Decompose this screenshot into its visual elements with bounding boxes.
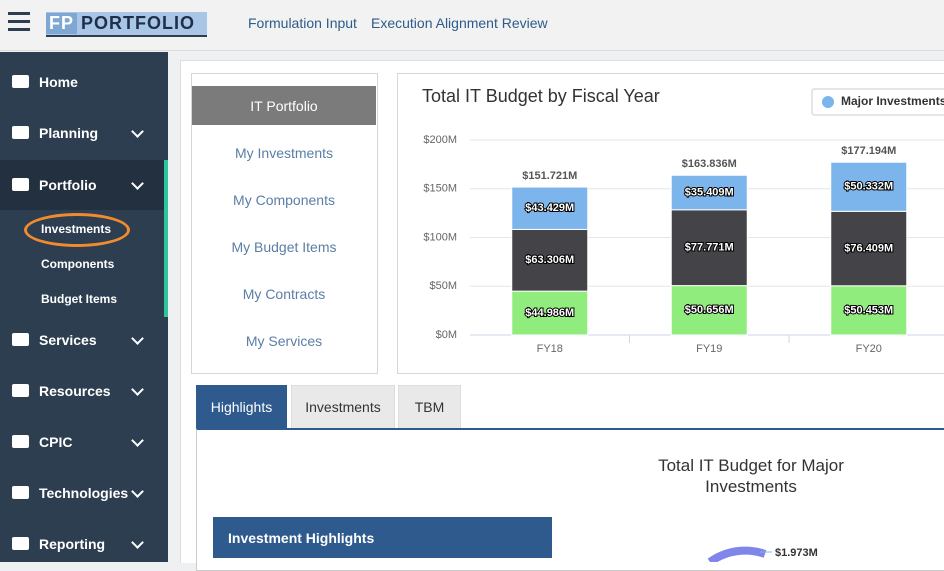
logo[interactable]: FP PORTFOLIO [46,12,207,37]
menu-label: Planning [39,125,99,141]
portfolio-link[interactable]: My Components [233,192,335,208]
menu-label: Portfolio [39,177,97,193]
menu-item[interactable]: Services [0,315,168,365]
submenu-item[interactable]: Budget Items [41,292,118,306]
bar-segment [511,228,589,292]
y-tick-label: $50M [429,280,457,292]
legend-label: Major Investments [841,94,944,108]
bar-segment [511,290,589,336]
menu-label: Services [39,332,97,348]
bar-label: $35.409M [685,186,734,198]
header: FP PORTFOLIO Formulation Input Execution… [0,0,944,51]
bar-segment [830,210,908,287]
portfolio-link[interactable]: My Contracts [242,286,326,302]
menu-button[interactable] [8,12,30,32]
bar-label: $44.986M [525,307,574,319]
menu-item[interactable]: Resources [0,366,168,416]
x-tick-label: FY18 [537,343,563,355]
bar-segment [830,285,908,336]
portfolio-menu-title: IT Portfolio [192,86,376,125]
title-line: Investments [705,477,797,496]
bar-segment [670,174,748,211]
legend [811,88,944,116]
chart: Total IT Budget by Fiscal Year $0M $50M $1… [422,86,944,355]
chart-title: Total IT Budget by Fiscal Year [422,86,660,106]
bar-label: $50.656M [685,304,734,316]
x-tick-label: FY20 [856,343,882,355]
submenu [0,207,168,317]
donut-label: $1.973M [775,547,818,559]
menu-item[interactable]: Planning [0,108,168,158]
title-line: Total IT Budget for Major [658,456,844,475]
y-tick-label: $150M [423,183,457,195]
donut: $1.973M [707,546,818,562]
bar-label: $76.409M [844,242,893,254]
bar-label: $77.771M [685,242,734,254]
nav-link[interactable]: Formulation Input [248,15,357,31]
legend-swatch [822,96,834,108]
bar-segment [670,285,748,336]
menu-label: Resources [39,383,111,399]
sidebar: Home Planning Portfolio Investments Comp… [0,52,168,562]
bar-segment [670,209,748,287]
y-tick-label: $0M [436,329,457,341]
submenu-item[interactable]: Components [41,257,115,271]
tab[interactable]: Investments [291,385,395,428]
menu-item[interactable]: Technologies [0,468,168,518]
bar-segment [511,186,589,230]
menu-label: CPIC [39,434,73,450]
total-label: $163.836M [682,158,737,170]
logo-text: PORTFOLIO [81,13,196,33]
menu-item[interactable]: CPIC [0,417,168,467]
nav-link[interactable]: Execution Alignment Review [371,15,548,31]
portfolio-link[interactable]: My Budget Items [231,239,337,255]
menu-item[interactable]: Reporting [0,519,168,569]
menu-label: Home [39,74,78,90]
bar-segment [830,161,908,212]
highlight-circle [24,213,130,247]
bar-label: $50.332M [844,181,893,193]
menu-label: Reporting [39,536,106,552]
tab[interactable]: Highlights [196,385,287,428]
y-tick-label: $100M [423,231,457,243]
portfolio-link[interactable]: My Services [245,333,323,349]
bar-label: $43.429M [525,202,574,214]
tab[interactable]: TBM [398,385,461,428]
menu-label: Technologies [39,485,129,501]
highlights-panel-title: Investment Highlights [213,517,552,558]
logo-fp: FP [46,13,78,34]
portfolio-link[interactable]: My Investments [234,145,334,161]
x-tick-label: FY19 [696,343,722,355]
menu-item[interactable]: Portfolio [0,160,168,210]
donut-arc [707,546,767,562]
total-label: $151.721M [522,170,577,182]
highlights-chart-title: Total IT Budget for Major Investments [600,455,902,497]
y-tick-label: $200M [423,134,457,146]
bar-label: $50.453M [844,304,893,316]
total-label: $177.194M [841,145,896,157]
bar-label: $63.306M [525,254,574,266]
menu-item[interactable]: Home [0,57,168,107]
